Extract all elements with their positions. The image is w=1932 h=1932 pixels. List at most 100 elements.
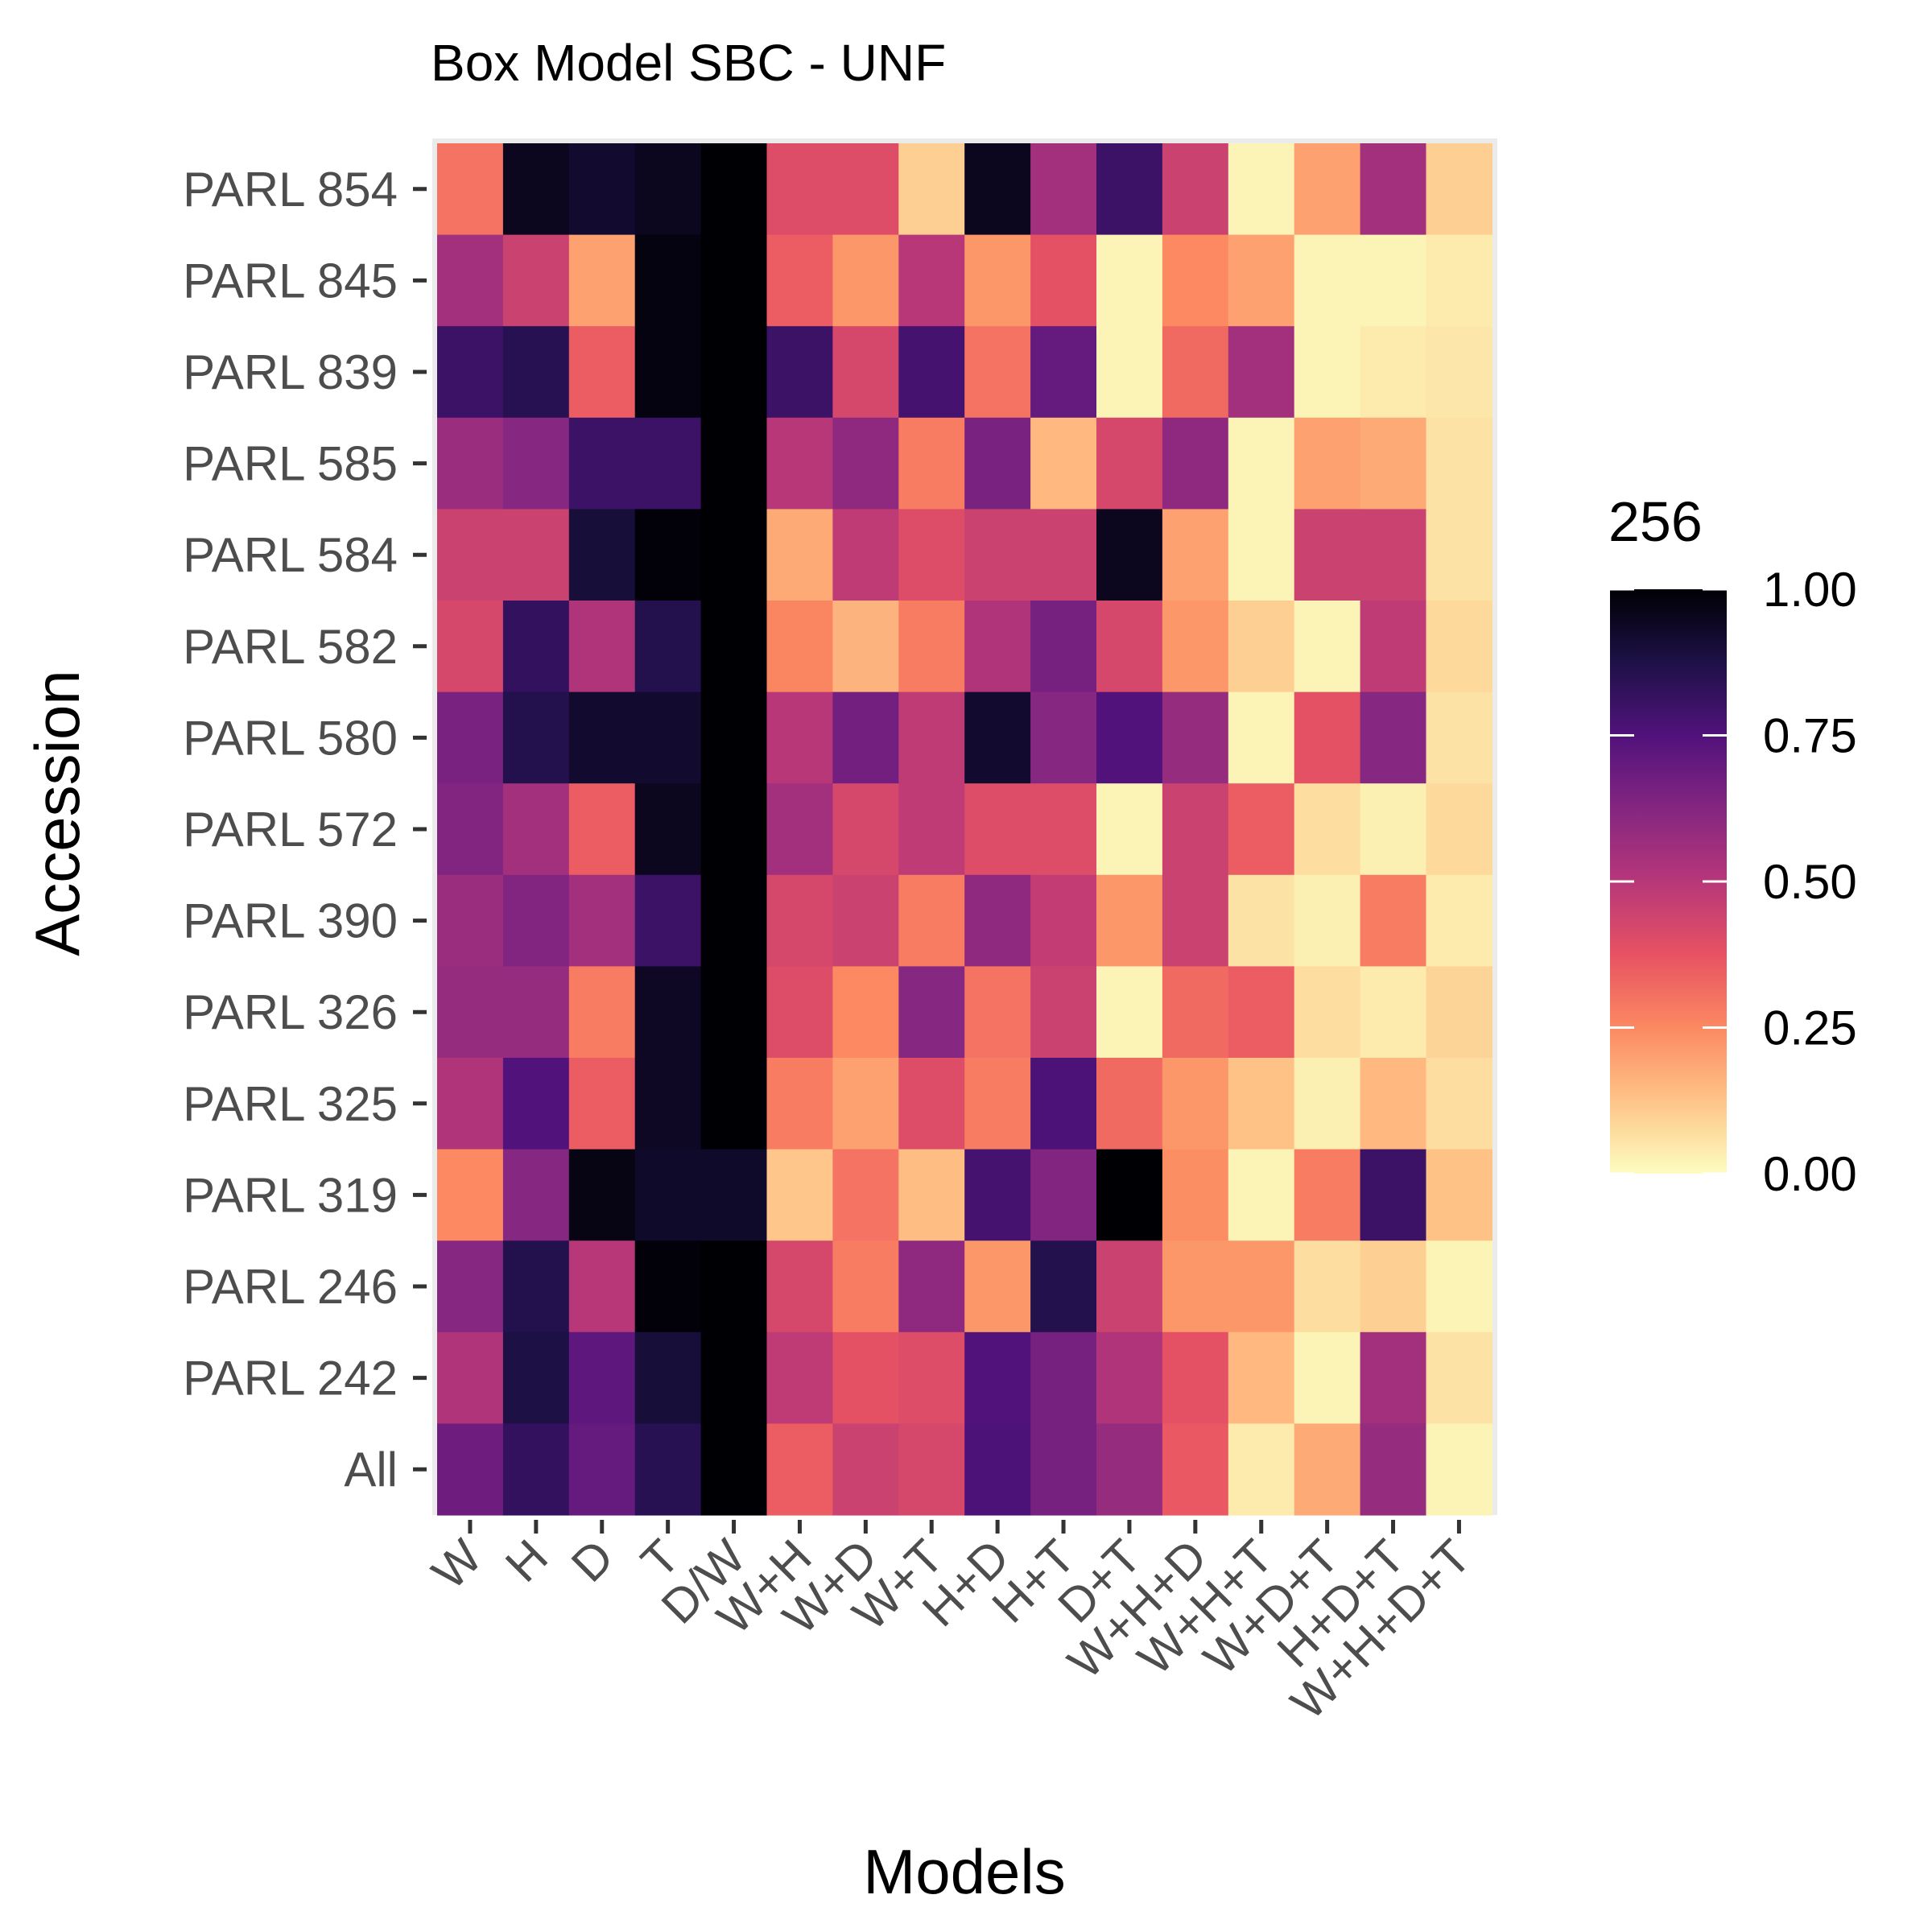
heatmap-cell bbox=[1294, 1331, 1361, 1424]
heatmap-cell bbox=[1294, 966, 1361, 1059]
y-tick-label: PARL 325 bbox=[183, 1077, 398, 1131]
heatmap-cell bbox=[1030, 143, 1097, 236]
heatmap-cell bbox=[1360, 874, 1427, 967]
heatmap-cell bbox=[1162, 966, 1229, 1059]
heatmap-cell bbox=[1096, 1241, 1163, 1333]
heatmap-cell bbox=[964, 691, 1031, 784]
legend-tick-label: 1.00 bbox=[1763, 563, 1857, 617]
heatmap-cell bbox=[1228, 1058, 1295, 1150]
heatmap-cell bbox=[1294, 326, 1361, 419]
heatmap-cell bbox=[766, 601, 833, 693]
heatmap-cell bbox=[1030, 509, 1097, 601]
heatmap-cell bbox=[437, 509, 504, 601]
heatmap-cell bbox=[1360, 1241, 1427, 1333]
heatmap-cell bbox=[1360, 783, 1427, 876]
heatmap-cell bbox=[1360, 1149, 1427, 1241]
heatmap-cell bbox=[898, 966, 965, 1059]
heatmap-cell bbox=[502, 1423, 570, 1516]
heatmap-cell bbox=[568, 1241, 636, 1333]
heatmap-cell bbox=[1294, 1241, 1361, 1333]
heatmap-cell bbox=[1426, 691, 1492, 784]
heatmap-cell bbox=[634, 601, 702, 693]
heatmap-cell bbox=[1162, 234, 1229, 327]
heatmap-cell bbox=[766, 1423, 833, 1516]
heatmap-cell bbox=[634, 874, 702, 967]
heatmap-cell bbox=[1294, 234, 1361, 327]
heatmap-cell bbox=[964, 234, 1031, 327]
heatmap-cell bbox=[898, 143, 965, 236]
heatmap-cell bbox=[832, 1241, 899, 1333]
legend-tick-label: 0.00 bbox=[1763, 1147, 1857, 1201]
heatmap-cell bbox=[1096, 143, 1163, 236]
heatmap-cell bbox=[1360, 143, 1427, 236]
heatmap-cell bbox=[1030, 1058, 1097, 1150]
heatmap-cell bbox=[568, 874, 636, 967]
heatmap-cell bbox=[502, 1149, 570, 1241]
heatmap-cell bbox=[1294, 1149, 1361, 1241]
heatmap-cell bbox=[1294, 417, 1361, 510]
heatmap-cell bbox=[1294, 1423, 1361, 1516]
heatmap-cell bbox=[700, 1423, 768, 1516]
heatmap-cell bbox=[568, 966, 636, 1059]
heatmap-cell bbox=[766, 1241, 833, 1333]
heatmap-cell bbox=[502, 417, 570, 510]
heatmap-cell bbox=[700, 417, 768, 510]
heatmap-cell bbox=[766, 783, 833, 876]
x-tick-label: D bbox=[561, 1530, 624, 1592]
heatmap-cell bbox=[1426, 783, 1492, 876]
heatmap-cell bbox=[898, 601, 965, 693]
heatmap-cell bbox=[700, 966, 768, 1059]
heatmap-cell bbox=[1228, 1149, 1295, 1241]
heatmap-cell bbox=[568, 601, 636, 693]
heatmap-cell bbox=[1162, 417, 1229, 510]
heatmap-cell bbox=[832, 417, 899, 510]
heatmap-cell bbox=[832, 326, 899, 419]
heatmap-cell bbox=[766, 1058, 833, 1150]
heatmap-cell bbox=[1228, 691, 1295, 784]
heatmap-cell bbox=[766, 691, 833, 784]
heatmap-cell bbox=[898, 326, 965, 419]
heatmap-cell bbox=[964, 143, 1031, 236]
heatmap-cell bbox=[1360, 509, 1427, 601]
heatmap-cell bbox=[1294, 509, 1361, 601]
heatmap-cell bbox=[502, 234, 570, 327]
heatmap-cell bbox=[766, 417, 833, 510]
heatmap-cell bbox=[502, 783, 570, 876]
heatmap-cell bbox=[1228, 874, 1295, 967]
heatmap-cell bbox=[1228, 326, 1295, 419]
heatmap-cell bbox=[964, 417, 1031, 510]
y-tick-label: PARL 319 bbox=[183, 1168, 398, 1222]
heatmap-cell bbox=[1426, 966, 1492, 1059]
heatmap-cell bbox=[898, 1423, 965, 1516]
heatmap-cell bbox=[568, 1331, 636, 1424]
heatmap-cell bbox=[634, 1331, 702, 1424]
heatmap-cell bbox=[1162, 1149, 1229, 1241]
heatmap-cell bbox=[437, 234, 504, 327]
heatmap-cell bbox=[1228, 966, 1295, 1059]
heatmap-cell bbox=[1360, 1423, 1427, 1516]
heatmap-cell bbox=[1096, 691, 1163, 784]
heatmap-cell bbox=[700, 234, 768, 327]
heatmap-cell bbox=[1294, 143, 1361, 236]
heatmap-cell bbox=[1030, 783, 1097, 876]
heatmap-cell bbox=[568, 326, 636, 419]
heatmap-cell bbox=[502, 691, 570, 784]
heatmap-cell bbox=[832, 691, 899, 784]
heatmap-cell bbox=[964, 1149, 1031, 1241]
legend-tick-label: 0.75 bbox=[1763, 709, 1857, 763]
heatmap-cell bbox=[1162, 1331, 1229, 1424]
heatmap-cell bbox=[437, 601, 504, 693]
heatmap-cell bbox=[964, 966, 1031, 1059]
heatmap-cell bbox=[832, 1058, 899, 1150]
x-tick-label: H bbox=[495, 1530, 558, 1592]
heatmap-cell bbox=[568, 691, 636, 784]
heatmap-cell bbox=[898, 509, 965, 601]
heatmap-cell bbox=[1426, 143, 1492, 236]
heatmap-cell bbox=[568, 509, 636, 601]
heatmap-cell bbox=[766, 509, 833, 601]
heatmap-cell bbox=[898, 1058, 965, 1150]
heatmap-cell bbox=[964, 601, 1031, 693]
heatmap-cell bbox=[1426, 874, 1492, 967]
heatmap-cell bbox=[964, 1058, 1031, 1150]
heatmap-cell bbox=[832, 1149, 899, 1241]
